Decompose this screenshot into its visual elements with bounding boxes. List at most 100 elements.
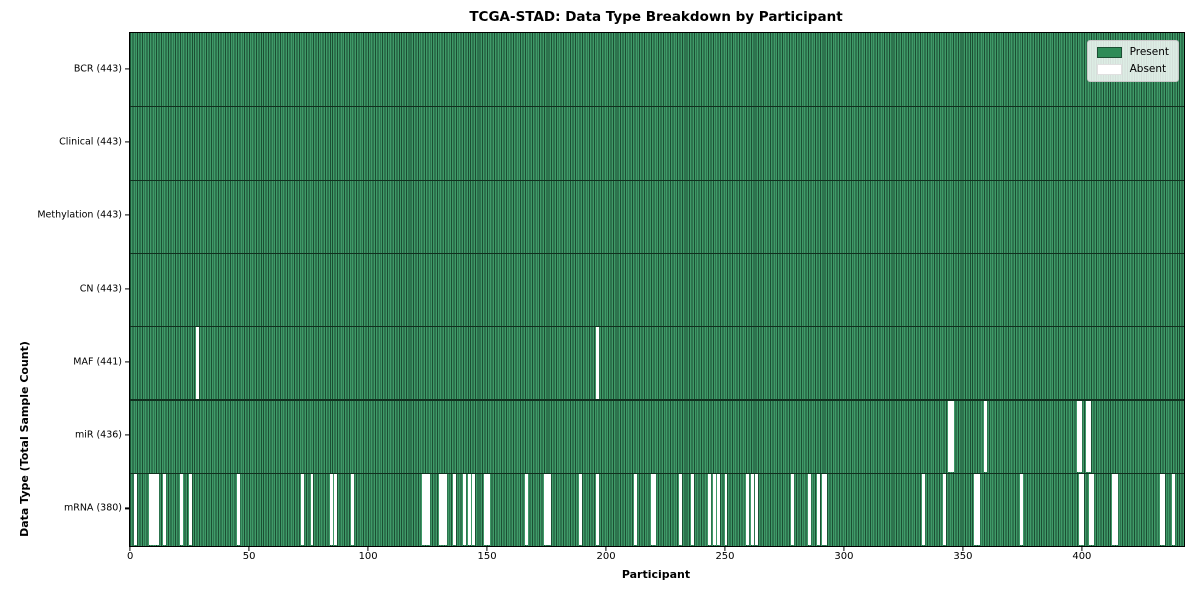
absent-stripe-mRNA [472,473,476,546]
xtick-mark [129,546,131,551]
absent-stripe-mRNA [439,473,442,546]
absent-stripe-mRNA [443,473,447,546]
xtick-label-250: 250 [715,551,735,562]
absent-stripe-mRNA [755,473,759,546]
absent-stripe-mRNA [745,473,749,546]
ytick-mark [124,361,129,363]
xtick-mark [724,546,726,551]
absent-stripe-mRNA [596,473,599,546]
absent-stripe-mRNA [134,473,138,546]
absent-stripe-mRNA [712,473,716,546]
ytick-label-miR: miR (436) [74,429,122,441]
absent-stripe-mRNA [724,473,728,546]
xtick-mark [486,546,488,551]
ytick-mark [124,287,129,290]
absent-stripe-mRNA [791,473,795,546]
absent-stripe-mRNA [824,473,828,546]
absent-stripe-mRNA [524,473,528,546]
legend: Present Absent [1086,40,1179,82]
absent-stripe-mRNA [717,473,721,546]
legend-entry-present: Present [1096,46,1169,58]
absent-stripe-mRNA [807,473,811,546]
row-boundary [130,179,1184,181]
ytick-mark [124,214,129,216]
xtick-label-150: 150 [477,551,497,562]
absent-stripe-mRNA [427,473,431,546]
absent-stripe-mRNA [310,473,314,546]
ytick-mark [124,507,129,509]
absent-stripe-mRNA [1090,473,1094,546]
absent-stripe-MAF [196,326,200,399]
absent-stripe-miR [1079,400,1082,472]
absent-stripe-miR [950,400,954,472]
absent-stripe-mRNA [151,473,155,546]
absent-stripe-mRNA [189,473,193,546]
ytick-mark [124,434,129,436]
absent-stripe-mRNA [976,473,980,546]
absent-stripe-mRNA [334,473,338,546]
legend-absent-label: Absent [1129,63,1167,75]
ytick-label-MAF: MAF (441) [73,356,122,368]
absent-stripe-mRNA [1114,473,1118,546]
absent-stripe-mRNA [921,473,925,546]
legend-entry-absent: Absent [1096,63,1169,75]
absent-stripe-mRNA [974,473,978,546]
absent-stripe-mRNA [691,473,695,546]
legend-present-label: Present [1129,46,1169,58]
absent-stripe-mRNA [329,473,333,546]
absent-stripe-mRNA [301,473,304,546]
absent-stripe-mRNA [817,473,821,546]
xtick-mark [1081,546,1083,551]
xtick-mark [605,546,607,551]
xtick-label-300: 300 [834,551,854,562]
plot-area: Present Absent [129,32,1185,547]
xtick-mark [962,546,964,551]
xtick-label-400: 400 [1072,551,1092,562]
absent-stripe-mRNA [179,473,183,546]
absent-stripe-mRNA [822,473,826,546]
absent-stripe-mRNA [1112,473,1116,546]
absent-stripe-mRNA [1088,473,1092,546]
ytick-mark [124,141,129,143]
absent-stripe-mRNA [1019,473,1023,546]
absent-stripe-mRNA [422,473,426,546]
absent-stripe-mRNA [462,473,466,546]
absent-stripe-miR [948,400,952,472]
row-boundary [130,399,1184,401]
ytick-mark [124,68,129,70]
ytick-label-BCR: BCR (443) [73,63,122,75]
legend-present-swatch [1096,47,1122,58]
chart-title: TCGA-STAD: Data Type Breakdown by Partic… [469,9,843,25]
absent-stripe-mRNA [163,473,166,546]
absent-stripe-miR [1076,400,1080,472]
xtick-mark [248,546,250,551]
absent-stripe-mRNA [153,473,157,546]
row-boundary [130,326,1184,328]
absent-stripe-miR [1086,400,1090,472]
absent-stripe-mRNA [1079,473,1082,546]
absent-stripe-mRNA [1171,473,1175,546]
row-boundary [130,252,1184,254]
xtick-label-200: 200 [596,551,616,562]
row-boundary [130,106,1184,108]
absent-stripe-mRNA [543,473,547,546]
absent-stripe-mRNA [653,473,657,546]
xtick-label-50: 50 [242,551,256,562]
absent-stripe-mRNA [236,473,240,546]
absent-stripe-mRNA [548,473,552,546]
absent-stripe-mRNA [350,473,354,546]
absent-stripe-mRNA [750,473,754,546]
xtick-mark [843,546,845,551]
absent-stripe-mRNA [467,473,471,546]
absent-stripe-mRNA [1162,473,1166,546]
absent-stripe-mRNA [650,473,654,546]
absent-stripe-mRNA [155,473,159,546]
absent-stripe-mRNA [1081,473,1085,546]
ytick-label-mRNA: mRNA (380) [63,502,122,514]
absent-stripe-mRNA [679,473,683,546]
legend-absent-swatch [1096,64,1122,75]
absent-stripe-MAF [596,326,599,399]
xtick-mark [367,546,369,551]
absent-stripe-mRNA [1159,473,1163,546]
